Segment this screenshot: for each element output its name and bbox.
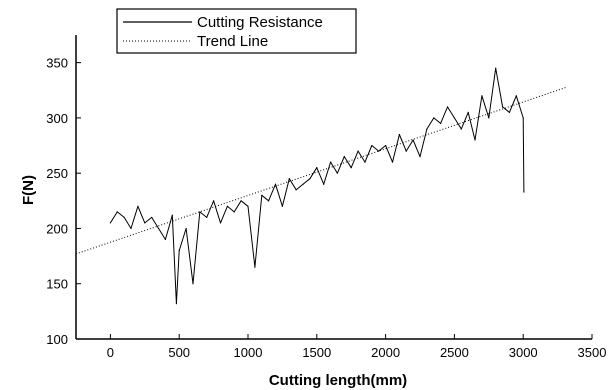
y-tick-label: 200 [46,221,68,236]
data-point [185,227,187,230]
y-tick-label: 250 [46,166,68,181]
x-tick-label: 2000 [371,345,400,360]
data-point [405,150,407,152]
data-point [385,144,387,147]
data-point [240,200,242,202]
data-point [378,150,380,152]
data-point [336,172,339,174]
data-point [178,249,180,252]
x-tick-label: 3000 [509,345,538,360]
plot-area [75,67,568,305]
x-tick-label: 2500 [440,345,469,360]
data-point [501,106,504,108]
data-point [474,139,476,141]
series-line-trend [75,86,568,255]
data-point [164,238,167,241]
data-point [398,133,400,136]
data-point [199,211,201,213]
data-point [446,106,449,108]
x-tick-label: 3500 [578,345,607,360]
data-point [309,178,311,180]
data-point [357,150,359,152]
data-point [116,211,118,213]
data-point [316,167,318,169]
data-point [508,111,511,113]
data-point [130,227,132,230]
axis-ticks: 0 500 1000 1500 2000 2500 3000 3500 100 150 200 250… [46,35,606,360]
data-point [288,178,290,180]
data-point [157,227,160,230]
data-point [467,111,469,113]
data-point [175,303,178,305]
y-axis-title: F(N) [20,175,37,205]
legend-box [116,8,357,54]
y-tick-label: 350 [46,56,68,71]
data-point [247,205,249,207]
legend-label-cutting-resistance: Cutting Resistance [197,14,323,31]
data-point [515,95,517,97]
data-point [295,189,297,191]
data-point [144,222,146,224]
data-point [426,128,428,130]
data-point [440,122,442,125]
x-tick-label: 1000 [234,345,263,360]
data-point [171,214,173,216]
series-line-cutting-resistance [109,67,525,305]
data-point [226,205,228,207]
data-point [523,191,525,193]
data-point [350,167,352,169]
data-point [206,216,208,218]
data-point [433,117,435,119]
x-axis-title: Cutting length(mm) [269,372,407,389]
data-point [343,156,345,158]
data-point [151,216,153,218]
legend-label-trend-line: Trend Line [197,33,268,50]
data-point [460,128,462,130]
data-point [323,183,325,185]
data-point [412,139,414,141]
data-point [371,144,373,147]
y-tick-label: 100 [46,332,68,347]
data-point [233,211,235,213]
data-point [213,200,215,202]
data-point [488,117,490,119]
data-point [137,205,139,207]
data-point [495,67,497,69]
data-point [274,183,277,185]
data-point [419,156,421,158]
data-point [364,161,366,163]
data-point [302,183,304,185]
data-point [219,222,222,224]
data-point [522,117,524,119]
data-point [123,216,125,218]
x-tick-label: 0 [107,345,114,360]
y-tick-label: 300 [46,111,68,126]
data-point [329,161,332,163]
y-tick-label: 150 [46,277,68,292]
data-point [109,222,111,224]
x-tick-label: 500 [168,345,190,360]
data-point [453,117,455,119]
data-point [254,266,256,268]
data-point [281,205,283,207]
data-point [261,194,263,196]
data-point [192,283,194,285]
legend: Cutting Resistance Trend Line [116,8,357,54]
x-tick-label: 1500 [302,345,331,360]
data-point [268,200,270,202]
data-point [481,95,483,97]
data-point [391,161,394,163]
